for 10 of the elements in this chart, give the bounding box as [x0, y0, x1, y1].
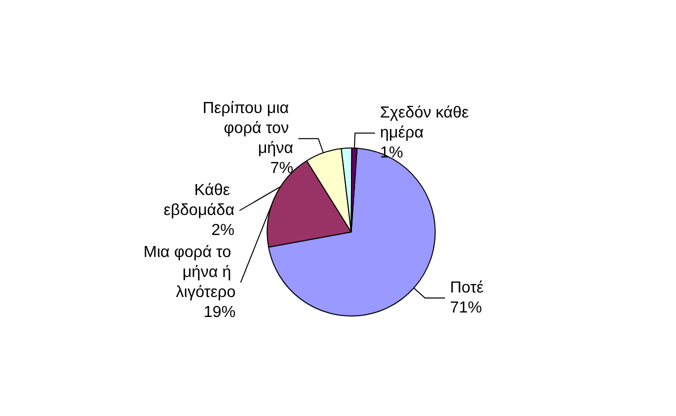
- data-label: 71%: [450, 299, 482, 316]
- data-label: 7%: [270, 160, 294, 178]
- slice-label: Κάθε εβδομάδα: [164, 182, 234, 220]
- data-label: 19%: [204, 304, 236, 322]
- slice-label: Ποτέ: [450, 279, 484, 296]
- slice-label: Περίπου μια φορά τον μήνα: [202, 100, 294, 158]
- slice-label: Σχεδόν κάθε ημέρα: [380, 104, 474, 142]
- slice-label: Μια φορά το μήνα ή λιγότερο: [144, 244, 236, 302]
- data-label: 1%: [380, 144, 404, 162]
- data-label: 2%: [211, 222, 234, 240]
